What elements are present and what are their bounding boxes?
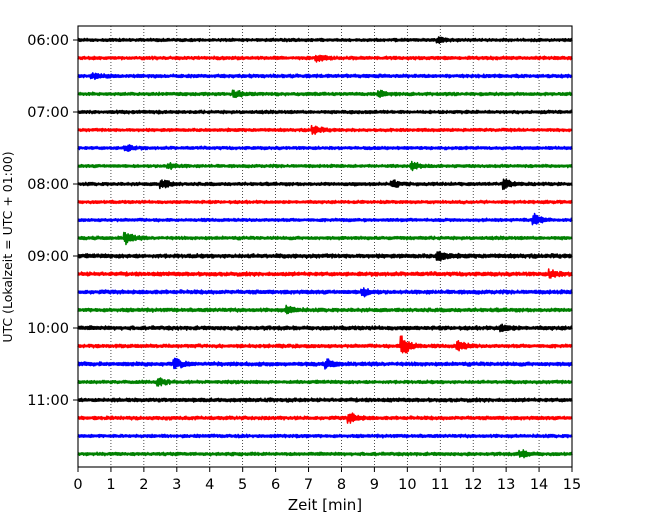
x-tick-label: 1 (106, 477, 115, 493)
y-tick-label: 06:00 (27, 33, 69, 49)
x-tick-label: 2 (139, 477, 148, 493)
trace-1045 (77, 377, 573, 387)
y-tick-label: 11:00 (27, 393, 69, 409)
trace-0700 (77, 109, 573, 115)
trace-0845 (77, 231, 573, 246)
x-tick-label: 6 (271, 477, 280, 493)
x-tick-label: 4 (205, 477, 214, 493)
x-tick-label: 7 (304, 477, 313, 493)
y-tick-label: 07:00 (27, 105, 69, 121)
trace-0730 (77, 144, 573, 152)
x-tick-label: 15 (563, 477, 581, 493)
trace-0915 (77, 268, 573, 279)
trace-0900 (77, 250, 573, 262)
seismic-traces (77, 36, 573, 459)
x-tick-label: 0 (73, 477, 82, 493)
x-axis-title: Zeit [min] (288, 496, 362, 514)
x-tick-label: 5 (238, 477, 247, 493)
x-tick-label: 8 (337, 477, 346, 493)
x-tick-label: 11 (431, 477, 449, 493)
trace-0800 (77, 178, 573, 191)
trace-0945 (77, 304, 573, 315)
trace-1100 (77, 397, 573, 403)
y-axis-title: UTC (Lokalzeit = UTC + 01:00) (0, 151, 15, 342)
x-tick-label: 12 (464, 477, 482, 493)
x-tick-label: 3 (172, 477, 181, 493)
trace-0615 (77, 54, 573, 63)
trace-0645 (77, 89, 573, 99)
plot-frame (77, 25, 573, 468)
trace-1015 (77, 335, 573, 354)
trace-1145 (77, 449, 573, 459)
trace-1030 (77, 357, 573, 370)
y-axis: 06:00 07:00 08:00 09:00 10:00 11:00 (27, 33, 78, 409)
x-tick-label: 10 (398, 477, 416, 493)
trace-0815 (77, 199, 573, 205)
trace-0745 (77, 160, 573, 172)
trace-0600 (77, 36, 573, 45)
x-axis: 0 1 2 3 4 5 6 7 8 9 10 11 12 13 14 15 (73, 467, 581, 493)
trace-0930 (77, 287, 573, 298)
x-tick-label: 13 (497, 477, 515, 493)
x-tick-label: 14 (530, 477, 548, 493)
trace-0715 (77, 124, 573, 135)
trace-1130 (77, 433, 573, 439)
trace-0630 (77, 72, 573, 81)
y-tick-label: 10:00 (27, 321, 69, 337)
trace-0830 (77, 212, 573, 226)
trace-1115 (77, 412, 573, 424)
y-tick-label: 08:00 (27, 177, 69, 193)
x-tick-label: 9 (370, 477, 379, 493)
trace-1000 (77, 323, 573, 333)
y-tick-label: 09:00 (27, 249, 69, 265)
